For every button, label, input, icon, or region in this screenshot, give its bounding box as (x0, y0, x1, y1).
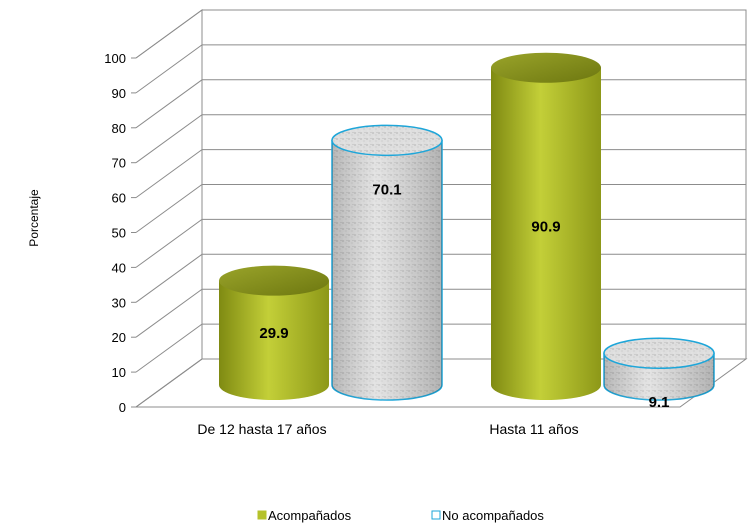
cylinder-bar: 90.9 (491, 52, 601, 400)
cylinder-bar: 9.1 (603, 337, 715, 411)
y-tick-label: 30 (112, 295, 126, 310)
floor (134, 358, 748, 408)
cylinder-top (219, 265, 329, 296)
y-tick-label: 0 (119, 400, 126, 415)
cylinder-body (219, 280, 329, 400)
category-label: Hasta 11 años (489, 421, 578, 437)
y-tick-label: 40 (112, 260, 126, 275)
y-tick-label: 70 (112, 156, 126, 171)
y-tick-label: 80 (112, 121, 126, 136)
y-axis-label: Porcentaje (27, 189, 41, 247)
y-tick-label: 90 (112, 86, 126, 101)
legend-item: No acompañados (431, 508, 544, 523)
data-label: 9.1 (649, 394, 670, 411)
cylinder-bar: 70.1 (331, 124, 443, 401)
cylinder-bar: 29.9 (219, 265, 329, 400)
data-label: 90.9 (531, 218, 560, 235)
gridline (135, 9, 746, 59)
x-axis-categories: De 12 hasta 17 años Hasta 11 años (197, 421, 578, 437)
y-tick-label: 100 (104, 51, 126, 66)
cylinder-top (491, 52, 601, 83)
legend-label: No acompañados (442, 508, 544, 523)
chart-bars: 29.9 70.1 90.9 9.1 (219, 52, 715, 411)
cylinder-top (331, 124, 443, 157)
legend-swatch (257, 510, 267, 520)
category-label: De 12 hasta 17 años (197, 421, 326, 437)
y-tick-label: 60 (112, 191, 126, 206)
cylinder-shading (332, 140, 442, 400)
chart-walls (134, 9, 748, 408)
cylinder-body (491, 67, 601, 400)
cylinder-top (603, 337, 715, 369)
legend-item: Acompañados (257, 508, 352, 523)
legend-label: Acompañados (268, 508, 352, 523)
y-tick-label: 10 (112, 365, 126, 380)
gridline (135, 79, 746, 129)
data-label: 70.1 (372, 181, 401, 198)
gridline (135, 44, 746, 94)
legend: Acompañados No acompañados (257, 508, 544, 523)
y-tick-label: 20 (112, 330, 126, 345)
data-label: 29.9 (259, 325, 288, 342)
y-axis-ticks: 0 10 20 30 40 50 60 70 80 90 100 (104, 51, 136, 415)
legend-swatch (431, 510, 441, 520)
y-tick-label: 50 (112, 226, 126, 241)
